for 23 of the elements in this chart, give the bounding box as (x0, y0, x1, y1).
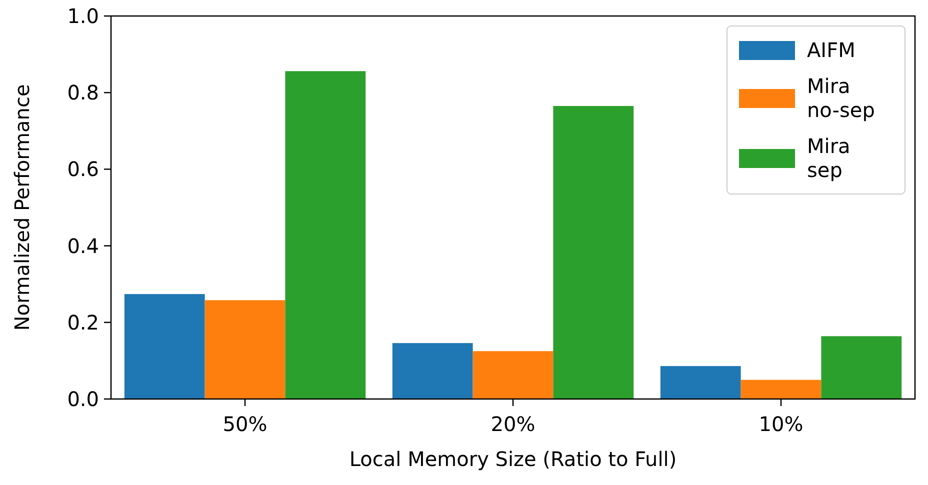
y-tick-label: 0.2 (67, 310, 99, 334)
bar (553, 106, 634, 399)
bar (285, 71, 366, 399)
x-tick-label: 20% (490, 412, 536, 436)
y-tick-label: 1.0 (67, 4, 99, 28)
y-axis-title: Normalized Performance (10, 84, 34, 331)
bar (204, 300, 286, 399)
y-tick-label: 0.6 (67, 157, 99, 182)
legend-label: Mira sep (807, 134, 850, 182)
y-tick-label: 0.0 (67, 387, 99, 411)
legend-label: Mira no-sep (807, 74, 875, 122)
bar (124, 294, 205, 399)
bar (740, 380, 822, 399)
y-tick-label: 0.4 (67, 234, 99, 258)
x-axis-title: Local Memory Size (Ratio to Full) (349, 447, 677, 471)
bar (392, 343, 473, 399)
x-tick-label: 10% (758, 412, 804, 436)
bar (821, 336, 902, 399)
bar (472, 351, 554, 399)
bar (660, 366, 741, 399)
legend-label: AIFM (807, 38, 856, 62)
x-tick-label: 50% (222, 412, 268, 436)
y-tick-label: 0.8 (67, 80, 99, 105)
